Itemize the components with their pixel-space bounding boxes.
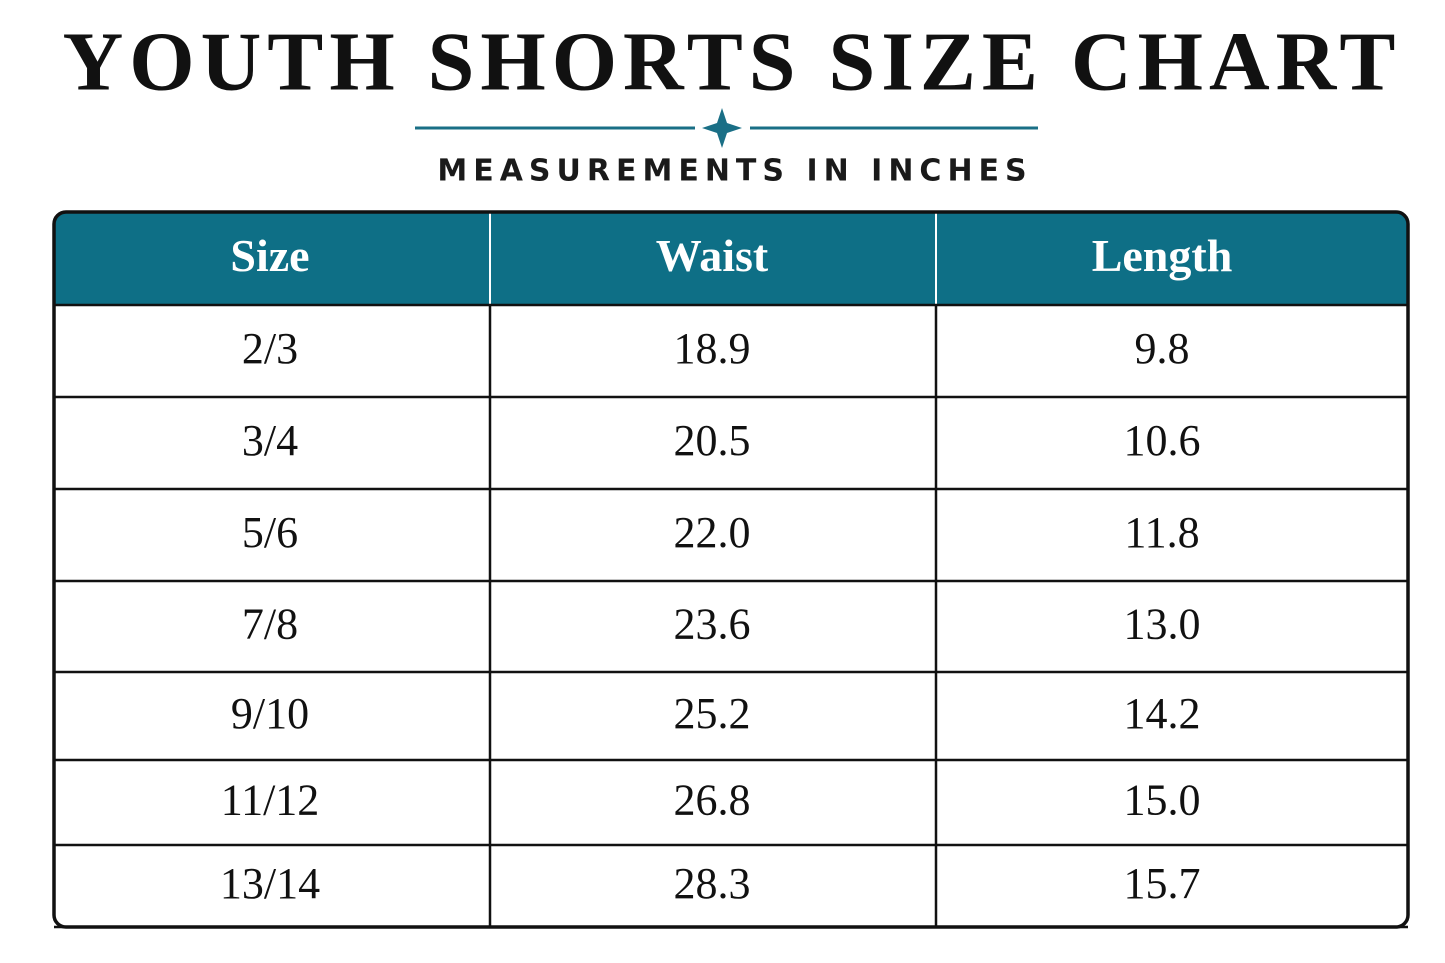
table-cell: 13/14	[220, 859, 320, 908]
table-cell: 11/12	[221, 776, 320, 825]
table-cell: 5/6	[242, 508, 298, 557]
header-background	[54, 212, 1408, 305]
table-cell: 11.8	[1124, 508, 1199, 557]
table-cell: 10.6	[1124, 416, 1201, 465]
divider	[415, 108, 1038, 148]
table-cell: 9/10	[231, 689, 309, 738]
table-cell: 26.8	[674, 776, 751, 825]
column-header: Length	[1092, 230, 1233, 281]
table-cell: 2/3	[242, 324, 298, 373]
table-cell: 18.9	[674, 324, 751, 373]
table-cell: 9.8	[1135, 324, 1190, 373]
title: YOUTH SHORTS SIZE CHART	[63, 15, 1402, 108]
subtitle: MEASUREMENTS IN INCHES	[437, 154, 1032, 189]
table-cell: 20.5	[674, 416, 751, 465]
table-cell: 15.7	[1124, 859, 1201, 908]
table-cell: 13.0	[1124, 600, 1201, 649]
table-cell: 22.0	[674, 508, 751, 557]
column-header: Size	[230, 230, 309, 281]
table-cell: 23.6	[674, 600, 751, 649]
table-cell: 25.2	[674, 689, 751, 738]
table-cell: 3/4	[242, 416, 298, 465]
table-cell: 15.0	[1124, 776, 1201, 825]
table-frame	[52, 210, 1410, 929]
table-cell: 14.2	[1124, 689, 1201, 738]
table-cell: 28.3	[674, 859, 751, 908]
column-header: Waist	[656, 230, 769, 281]
table-cell: 7/8	[242, 600, 298, 649]
size-table: Size Waist Length 2/3 18.9 9.8 3/4 20.5 10.6 5/6 2…	[52, 210, 1410, 929]
